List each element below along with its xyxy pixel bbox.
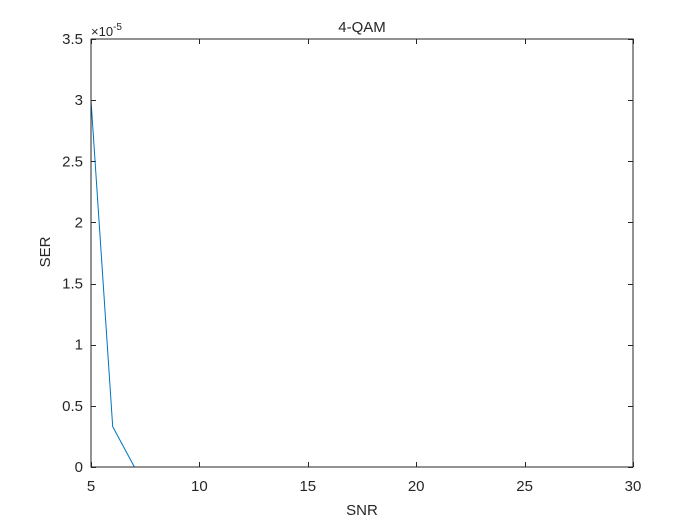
y-tick-label: 0 <box>75 459 83 476</box>
y-axis-exponent-base: ×10 <box>91 24 113 39</box>
y-tick-label: 1.5 <box>62 276 83 293</box>
y-axis-exponent-power: -5 <box>113 22 122 33</box>
y-tick-label: 3.5 <box>62 31 83 48</box>
x-tick-label: 30 <box>625 478 642 495</box>
plot-area-border <box>90 38 634 468</box>
y-tick-label: 3 <box>75 92 83 109</box>
y-axis-exponent-label: ×10-5 <box>91 22 122 39</box>
y-tick-label: 0.5 <box>62 398 83 415</box>
x-tick-label: 20 <box>408 478 425 495</box>
y-axis-label: SER <box>37 236 54 267</box>
x-axis-label: SNR <box>346 502 378 519</box>
chart-title: 4-QAM <box>338 19 386 36</box>
x-tick-label: 10 <box>191 478 208 495</box>
y-tick-label: 2.5 <box>62 153 83 170</box>
x-tick-label: 25 <box>516 478 533 495</box>
y-tick-label: 2 <box>75 214 83 231</box>
y-tick-label: 1 <box>75 337 83 354</box>
x-tick-label: 15 <box>299 478 316 495</box>
x-tick-label: 5 <box>87 478 95 495</box>
